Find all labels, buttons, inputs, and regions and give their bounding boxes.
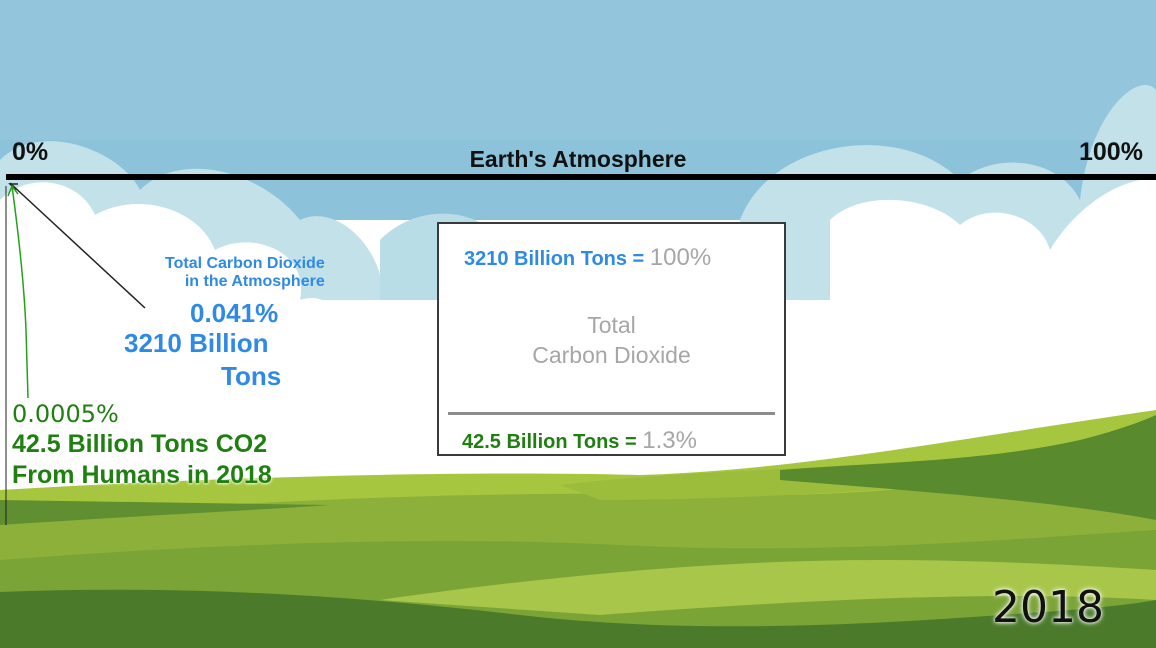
box-center-line2: Carbon Dioxide — [532, 342, 691, 368]
total-co2-pointer — [9, 182, 146, 309]
box-bottom-row: 42.5 Billion Tons = 1.3% — [462, 427, 697, 455]
scale-right-label: 100% — [1079, 138, 1143, 166]
atmosphere-title: Earth's Atmosphere — [469, 146, 687, 172]
total-co2-tons-line2: Tons — [221, 361, 282, 391]
total-co2-percent: 0.041% — [190, 298, 279, 328]
scale-left-label: 0% — [12, 138, 49, 166]
human-co2-percent: 0.0005% — [12, 400, 119, 428]
total-co2-tons-line1: 3210 Billion — [124, 328, 269, 358]
total-co2-title: Total Carbon Dioxide in the Atmosphere — [165, 255, 325, 291]
box-top-tons: 3210 Billion Tons = — [464, 248, 645, 270]
box-top-row: 3210 Billion Tons = 100% — [464, 244, 711, 272]
total-co2-title-line1: Total Carbon Dioxide — [165, 255, 325, 272]
box-bottom-percent: 1.3% — [642, 427, 697, 454]
human-co2-line2: From Humans in 2018 — [12, 461, 272, 489]
box-center-label: Total Carbon Dioxide — [439, 310, 784, 370]
box-divider — [448, 412, 775, 415]
year-label: 2018 — [992, 582, 1104, 633]
box-center-line1: Total — [587, 312, 636, 338]
human-co2-line1: 42.5 Billion Tons CO2 — [12, 430, 268, 458]
human-co2-pointer — [11, 185, 29, 399]
total-co2-title-line2: in the Atmosphere — [184, 273, 325, 290]
atmosphere-scale-bar — [6, 174, 1156, 180]
box-bottom-tons: 42.5 Billion Tons = — [462, 431, 637, 453]
comparison-box: 3210 Billion Tons = 100% Total Carbon Di… — [437, 222, 786, 456]
box-top-percent: 100% — [649, 244, 712, 271]
